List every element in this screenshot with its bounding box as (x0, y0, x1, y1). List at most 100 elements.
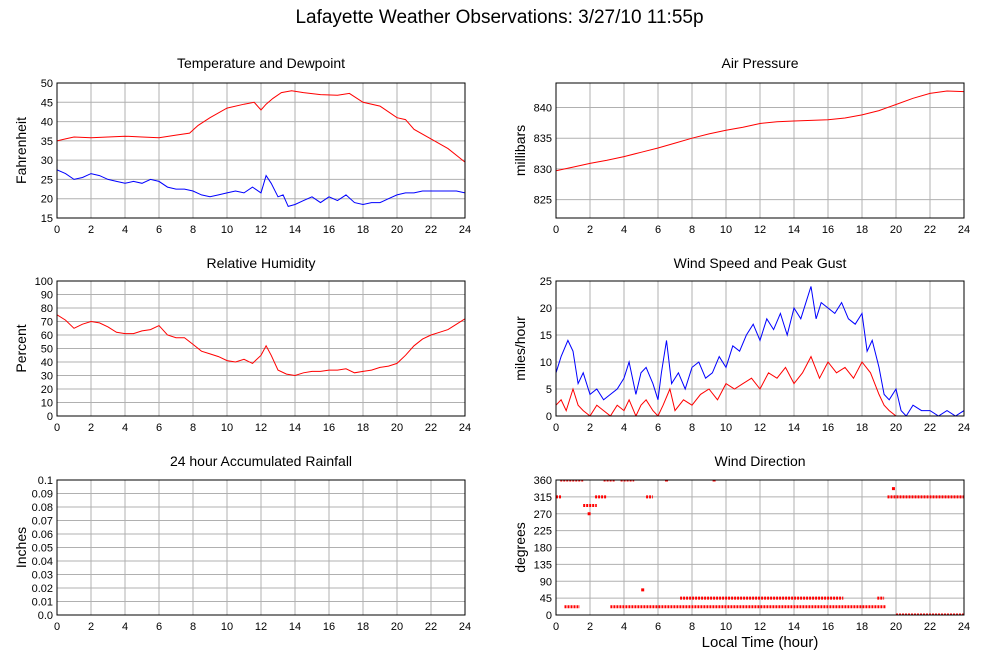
y-tick-label: 225 (534, 526, 552, 538)
x-tick-label: 6 (156, 422, 162, 434)
x-tick-label: 24 (459, 621, 471, 633)
x-tick-label: 10 (221, 422, 233, 434)
x-tick-label: 6 (156, 621, 162, 633)
x-axis-label: Local Time (hour) (701, 634, 819, 651)
y-tick-label: 100 (35, 276, 53, 288)
x-tick-label: 18 (357, 224, 369, 236)
x-tick-label: 8 (689, 224, 695, 236)
x-tick-label: 8 (190, 621, 196, 633)
x-tick-label: 18 (856, 224, 868, 236)
plot-area (57, 90, 465, 207)
y-tick-label: 830 (534, 164, 552, 176)
x-tick-label: 2 (88, 422, 94, 434)
y-tick-label: 825 (534, 195, 552, 207)
y-tick-label: 0.07 (32, 516, 53, 528)
x-tick-label: 8 (689, 422, 695, 434)
x-tick-label: 10 (221, 224, 233, 236)
direction-point (665, 480, 668, 482)
y-tick-label: 70 (41, 317, 53, 329)
y-axis-label: Inches (13, 527, 29, 568)
x-tick-label: 0 (54, 422, 60, 434)
y-tick-label: 15 (540, 330, 552, 342)
x-tick-label: 22 (924, 224, 936, 236)
y-tick-label: 25 (41, 174, 53, 186)
x-tick-label: 16 (822, 224, 834, 236)
y-tick-label: 315 (534, 492, 552, 504)
y-tick-label: 45 (41, 97, 53, 109)
x-tick-label: 12 (255, 224, 267, 236)
y-tick-label: 40 (41, 117, 53, 129)
x-tick-label: 24 (958, 422, 970, 434)
x-tick-label: 16 (323, 224, 335, 236)
direction-point (587, 512, 591, 516)
plot-frame (56, 280, 466, 417)
y-tick-label: 0.06 (32, 529, 53, 541)
x-tick-label: 2 (88, 224, 94, 236)
direction-point (712, 480, 716, 482)
y-tick-label: 270 (534, 509, 552, 521)
y-tick-label: 180 (534, 543, 552, 555)
x-tick-label: 4 (122, 422, 128, 434)
plot-area (556, 90, 964, 172)
y-axis-label: millibars (512, 125, 528, 176)
y-tick-label: 5 (546, 384, 552, 396)
y-tick-label: 20 (41, 194, 53, 206)
y-tick-label: 0.0 (38, 610, 53, 622)
y-tick-label: 0.04 (32, 556, 53, 568)
chart-title: 24 hour Accumulated Rainfall (170, 453, 352, 469)
x-tick-label: 24 (958, 621, 970, 633)
direction-point (891, 487, 895, 491)
plot-area (556, 286, 964, 416)
x-tick-label: 8 (190, 224, 196, 236)
y-tick-label: 35 (41, 136, 53, 148)
y-tick-label: 10 (41, 398, 53, 410)
y-axis-label: miles/hour (512, 316, 528, 381)
y-tick-label: 60 (41, 330, 53, 342)
x-tick-label: 4 (122, 224, 128, 236)
x-tick-label: 18 (357, 422, 369, 434)
x-tick-label: 0 (553, 621, 559, 633)
y-axis-label: degrees (512, 522, 528, 573)
plot-area (556, 480, 964, 615)
x-tick-label: 16 (822, 621, 834, 633)
x-tick-label: 10 (720, 224, 732, 236)
chart-title: Air Pressure (721, 55, 798, 71)
x-tick-label: 14 (289, 224, 301, 236)
x-tick-label: 4 (621, 422, 627, 434)
x-tick-label: 20 (391, 422, 403, 434)
y-tick-label: 0.1 (38, 475, 53, 487)
x-tick-label: 0 (553, 422, 559, 434)
x-tick-label: 8 (190, 422, 196, 434)
x-tick-label: 20 (890, 422, 902, 434)
y-axis-label: Fahrenheit (13, 117, 29, 184)
x-tick-label: 22 (425, 422, 437, 434)
x-tick-label: 20 (391, 621, 403, 633)
x-tick-label: 18 (856, 422, 868, 434)
x-tick-label: 14 (788, 422, 800, 434)
series-line-0 (57, 90, 465, 163)
page-title: Lafayette Weather Observations: 3/27/10 … (295, 7, 704, 28)
y-tick-label: 0 (47, 411, 53, 423)
x-tick-label: 2 (88, 621, 94, 633)
chart-title: Wind Speed and Peak Gust (674, 255, 847, 271)
y-tick-label: 20 (540, 303, 552, 315)
y-tick-label: 0 (546, 411, 552, 423)
x-tick-label: 0 (553, 224, 559, 236)
x-tick-label: 22 (924, 422, 936, 434)
x-tick-label: 6 (655, 621, 661, 633)
y-tick-label: 0.02 (32, 583, 53, 595)
plot-frame (56, 479, 466, 616)
x-tick-label: 0 (54, 224, 60, 236)
x-tick-label: 16 (323, 621, 335, 633)
x-tick-label: 10 (720, 422, 732, 434)
x-tick-label: 6 (655, 224, 661, 236)
y-tick-label: 20 (41, 384, 53, 396)
y-tick-label: 835 (534, 133, 552, 145)
x-tick-label: 16 (323, 422, 335, 434)
x-tick-label: 2 (587, 224, 593, 236)
